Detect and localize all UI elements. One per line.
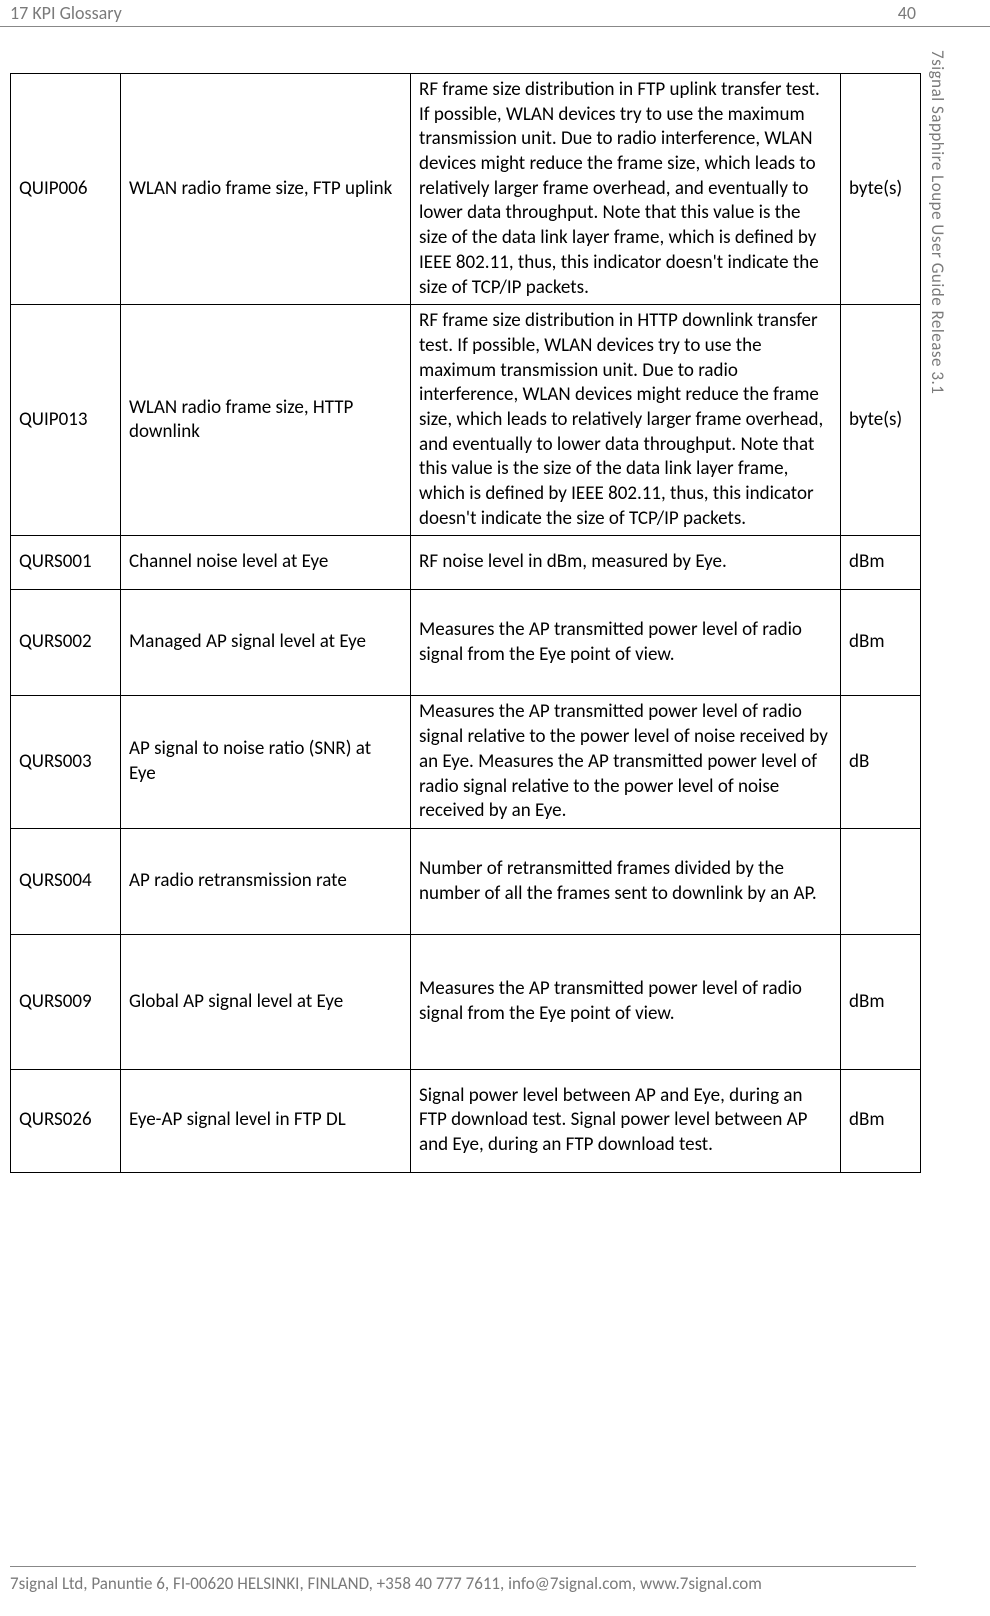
table-row: QUIP013WLAN radio frame size, HTTP downl…	[11, 305, 921, 536]
kpi-desc-cell: Measures the AP transmitted power level …	[411, 696, 841, 828]
kpi-desc-cell: Measures the AP transmitted power level …	[411, 590, 841, 696]
kpi-name-cell: AP signal to noise ratio (SNR) at Eye	[121, 696, 411, 828]
kpi-desc-cell: RF frame size distribution in FTP uplink…	[411, 74, 841, 305]
side-guide-label: 7signal Sapphire Loupe User Guide Releas…	[927, 50, 948, 394]
header-section: 17 KPI Glossary	[10, 2, 122, 24]
kpi-table: QUIP006WLAN radio frame size, FTP uplink…	[10, 73, 921, 1173]
table-row: QURS026Eye-AP signal level in FTP DLSign…	[11, 1069, 921, 1172]
kpi-code-cell: QURS004	[11, 828, 121, 934]
kpi-name-cell: Channel noise level at Eye	[121, 536, 411, 590]
table-row: QURS003AP signal to noise ratio (SNR) at…	[11, 696, 921, 828]
kpi-name-cell: Global AP signal level at Eye	[121, 935, 411, 1069]
kpi-unit-cell: dBm	[841, 590, 921, 696]
table-row: QURS001Channel noise level at Eye RF noi…	[11, 536, 921, 590]
table-row: QURS002Managed AP signal level at EyeMea…	[11, 590, 921, 696]
table-row: QUIP006WLAN radio frame size, FTP uplink…	[11, 74, 921, 305]
table-row: QURS009Global AP signal level at EyeMeas…	[11, 935, 921, 1069]
page-header: 17 KPI Glossary 40	[0, 0, 990, 27]
kpi-unit-cell: dBm	[841, 536, 921, 590]
kpi-code-cell: QURS026	[11, 1069, 121, 1172]
table-row: QURS004AP radio retransmission rateNumbe…	[11, 828, 921, 934]
kpi-desc-cell: Signal power level between AP and Eye, d…	[411, 1069, 841, 1172]
kpi-code-cell: QURS002	[11, 590, 121, 696]
kpi-name-cell: WLAN radio frame size, FTP uplink	[121, 74, 411, 305]
kpi-code-cell: QUIP013	[11, 305, 121, 536]
kpi-unit-cell	[841, 828, 921, 934]
kpi-name-cell: Eye-AP signal level in FTP DL	[121, 1069, 411, 1172]
kpi-unit-cell: byte(s)	[841, 305, 921, 536]
kpi-unit-cell: byte(s)	[841, 74, 921, 305]
kpi-unit-cell: dB	[841, 696, 921, 828]
kpi-name-cell: Managed AP signal level at Eye	[121, 590, 411, 696]
kpi-desc-cell: RF noise level in dBm, measured by Eye.	[411, 536, 841, 590]
kpi-name-cell: AP radio retransmission rate	[121, 828, 411, 934]
page-footer: 7signal Ltd, Panuntie 6, FI-00620 HELSIN…	[10, 1566, 916, 1594]
kpi-desc-cell: RF frame size distribution in HTTP downl…	[411, 305, 841, 536]
kpi-unit-cell: dBm	[841, 1069, 921, 1172]
kpi-name-cell: WLAN radio frame size, HTTP downlink	[121, 305, 411, 536]
kpi-code-cell: QURS003	[11, 696, 121, 828]
header-page-number: 40	[898, 2, 916, 24]
kpi-unit-cell: dBm	[841, 935, 921, 1069]
kpi-code-cell: QUIP006	[11, 74, 121, 305]
kpi-code-cell: QURS001	[11, 536, 121, 590]
kpi-table-wrapper: QUIP006WLAN radio frame size, FTP uplink…	[0, 27, 990, 1173]
kpi-desc-cell: Measures the AP transmitted power level …	[411, 935, 841, 1069]
kpi-code-cell: QURS009	[11, 935, 121, 1069]
kpi-desc-cell: Number of retransmitted frames divided b…	[411, 828, 841, 934]
